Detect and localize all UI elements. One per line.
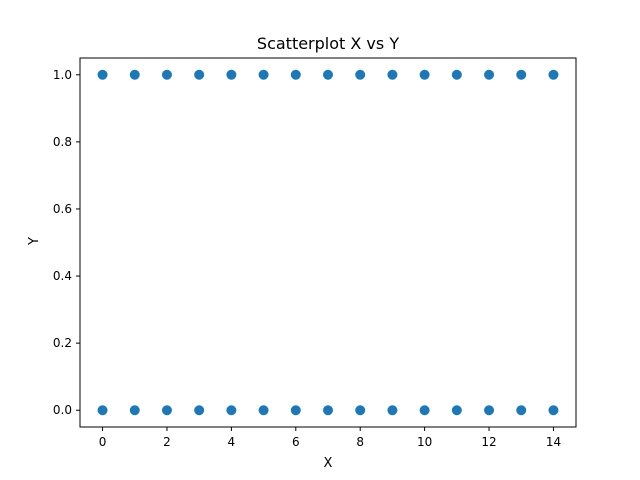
scatter-point — [323, 69, 333, 80]
scatter-point — [161, 405, 172, 416]
scatter-point — [484, 69, 495, 80]
x-tick-label: 12 — [481, 435, 496, 449]
scatter-point — [97, 69, 108, 80]
x-axis-label: X — [324, 456, 333, 471]
scatter-point — [516, 405, 527, 416]
scatter-point — [194, 405, 205, 416]
scatter-point — [451, 405, 462, 416]
plot-frame — [79, 57, 577, 428]
x-tick-label: 8 — [356, 435, 364, 449]
scatter-point — [161, 69, 172, 80]
y-tick-label: 0.2 — [53, 336, 72, 350]
scatter-point — [323, 405, 333, 416]
scatter-point — [451, 69, 462, 80]
scatter-point — [484, 405, 495, 416]
scatter-point — [548, 405, 559, 416]
scatter-point — [355, 405, 366, 416]
x-tick-label: 4 — [228, 435, 236, 449]
scatter-point — [226, 69, 237, 80]
y-tick-label: 0.8 — [53, 135, 72, 149]
scatter-point — [516, 69, 527, 80]
scatter-point — [419, 405, 430, 416]
scatter-point — [226, 405, 237, 416]
scatter-point — [129, 405, 140, 416]
x-tick-label: 14 — [546, 435, 561, 449]
x-tick-label: 0 — [99, 435, 107, 449]
x-tick-label: 2 — [163, 435, 171, 449]
scatter-point — [290, 405, 301, 416]
scatter-point — [419, 69, 430, 80]
y-axis-label: Y — [27, 237, 42, 246]
scatter-point — [258, 69, 269, 80]
x-tick-label: 6 — [292, 435, 300, 449]
scatter-point — [129, 69, 140, 80]
y-tick-label: 1.0 — [53, 68, 72, 82]
scatter-point — [387, 405, 398, 416]
plot-area — [97, 69, 559, 416]
y-tick-label: 0.4 — [53, 269, 72, 283]
chart-title: Scatterplot X vs Y — [257, 34, 399, 53]
y-tick-label: 0.6 — [53, 202, 72, 216]
x-tick-label: 10 — [417, 435, 432, 449]
y-tick-label: 0.0 — [53, 403, 72, 417]
scatter-point — [387, 69, 398, 80]
scatter-point — [194, 69, 205, 80]
scatter-point — [258, 405, 269, 416]
scatter-point — [97, 405, 108, 416]
scatter-point — [355, 69, 366, 80]
axes: 0 2 4 6 8 10 12 14 0.0 0.2 0.4 0.6 0.8 1.0 — [53, 57, 577, 449]
scatter-point — [548, 69, 559, 80]
scatter-point — [290, 69, 301, 80]
